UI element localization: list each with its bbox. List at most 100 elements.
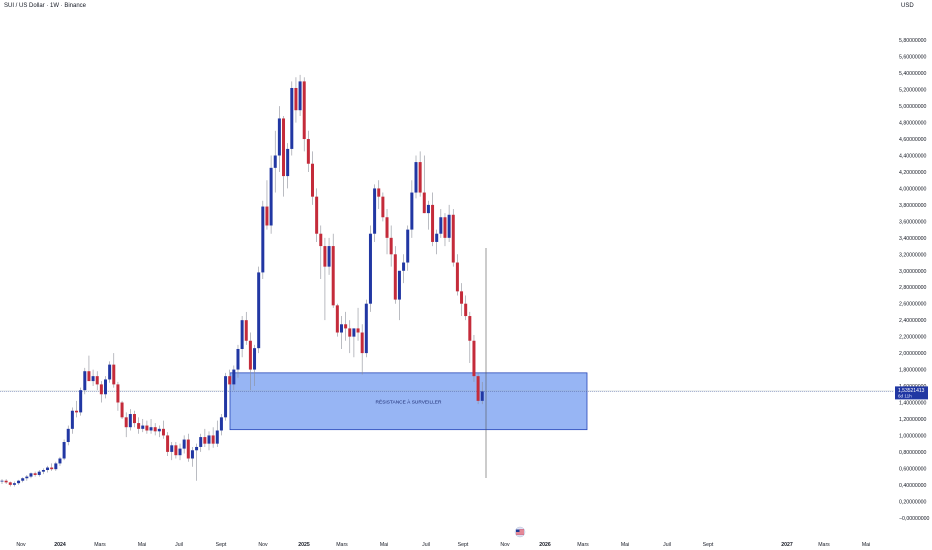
candle[interactable]	[335, 303, 339, 337]
candle[interactable]	[37, 470, 41, 477]
candle[interactable]	[397, 270, 401, 321]
candle[interactable]	[315, 188, 319, 242]
candle[interactable]	[215, 420, 219, 447]
candle[interactable]	[253, 344, 257, 387]
candle[interactable]	[182, 435, 186, 454]
candle[interactable]	[373, 184, 377, 242]
candle[interactable]	[99, 381, 103, 403]
candle[interactable]	[29, 472, 33, 479]
candle[interactable]	[447, 204, 451, 242]
candle[interactable]	[364, 299, 368, 358]
resistance-zone[interactable]	[229, 372, 588, 431]
candle[interactable]	[104, 376, 107, 399]
candle[interactable]	[70, 407, 74, 434]
candle[interactable]	[273, 130, 277, 193]
candle[interactable]	[203, 428, 207, 447]
candle[interactable]	[132, 410, 136, 428]
candle[interactable]	[199, 433, 203, 452]
candle[interactable]	[157, 425, 161, 438]
candle[interactable]	[21, 477, 25, 483]
candle[interactable]	[393, 246, 397, 304]
candle[interactable]	[356, 307, 360, 341]
candle[interactable]	[124, 412, 128, 438]
candle[interactable]	[248, 332, 252, 391]
candle[interactable]	[480, 381, 484, 405]
candle[interactable]	[240, 316, 244, 358]
candle[interactable]	[422, 155, 426, 214]
candle[interactable]	[170, 442, 174, 461]
candle[interactable]	[112, 353, 116, 388]
candle[interactable]	[282, 115, 286, 197]
candle[interactable]	[468, 311, 472, 363]
candle[interactable]	[228, 369, 232, 388]
candle[interactable]	[290, 81, 294, 156]
candle[interactable]	[137, 417, 141, 434]
candle[interactable]	[236, 344, 240, 378]
candle[interactable]	[120, 400, 124, 419]
eu-flag-icon[interactable]	[514, 526, 526, 538]
candle[interactable]	[211, 427, 215, 448]
candle[interactable]	[219, 414, 223, 436]
candle[interactable]	[46, 465, 50, 473]
candle[interactable]	[302, 77, 306, 152]
candle[interactable]	[339, 316, 343, 349]
candle[interactable]	[91, 369, 95, 387]
candle[interactable]	[348, 320, 352, 354]
candle[interactable]	[277, 106, 281, 172]
candle[interactable]	[58, 456, 62, 466]
candle[interactable]	[331, 233, 335, 308]
candle[interactable]	[95, 371, 99, 391]
candle[interactable]	[66, 425, 70, 446]
candle[interactable]	[108, 361, 112, 383]
candle[interactable]	[426, 200, 430, 230]
candle[interactable]	[451, 209, 455, 267]
candle[interactable]	[224, 372, 228, 421]
candle[interactable]	[323, 237, 327, 321]
candle[interactable]	[306, 130, 310, 172]
candle[interactable]	[261, 200, 265, 279]
candle[interactable]	[257, 266, 261, 354]
candle[interactable]	[195, 443, 199, 481]
candle[interactable]	[327, 237, 331, 275]
candle[interactable]	[360, 324, 364, 375]
candle[interactable]	[174, 442, 178, 459]
candle[interactable]	[244, 311, 248, 345]
candle[interactable]	[87, 355, 91, 382]
candle[interactable]	[83, 367, 87, 395]
candle[interactable]	[472, 334, 476, 382]
candle[interactable]	[41, 468, 45, 475]
candle[interactable]	[79, 387, 83, 416]
candle[interactable]	[62, 439, 66, 461]
candle[interactable]	[269, 155, 273, 234]
candle[interactable]	[389, 225, 393, 267]
candle[interactable]	[298, 74, 302, 116]
candle[interactable]	[377, 180, 381, 210]
candle[interactable]	[17, 479, 21, 485]
candle[interactable]	[25, 474, 29, 481]
candle[interactable]	[141, 418, 145, 433]
candle[interactable]	[207, 431, 211, 451]
candle[interactable]	[414, 155, 418, 199]
candle[interactable]	[186, 433, 190, 462]
candle[interactable]	[50, 463, 54, 471]
candle[interactable]	[8, 481, 12, 487]
candle[interactable]	[128, 409, 132, 431]
candle[interactable]	[286, 143, 290, 189]
candle[interactable]	[381, 192, 385, 222]
candle[interactable]	[75, 400, 79, 418]
candle[interactable]	[410, 180, 414, 238]
candle[interactable]	[178, 443, 182, 461]
candle[interactable]	[319, 225, 323, 279]
candle[interactable]	[431, 192, 435, 247]
candle[interactable]	[166, 432, 170, 457]
candle[interactable]	[149, 418, 153, 434]
candle[interactable]	[0, 479, 4, 485]
candle[interactable]	[418, 151, 422, 197]
candle[interactable]	[311, 151, 314, 205]
candle[interactable]	[439, 209, 443, 238]
candle[interactable]	[344, 311, 348, 341]
candle[interactable]	[385, 209, 389, 255]
candle[interactable]	[294, 77, 298, 123]
candle[interactable]	[232, 365, 236, 391]
